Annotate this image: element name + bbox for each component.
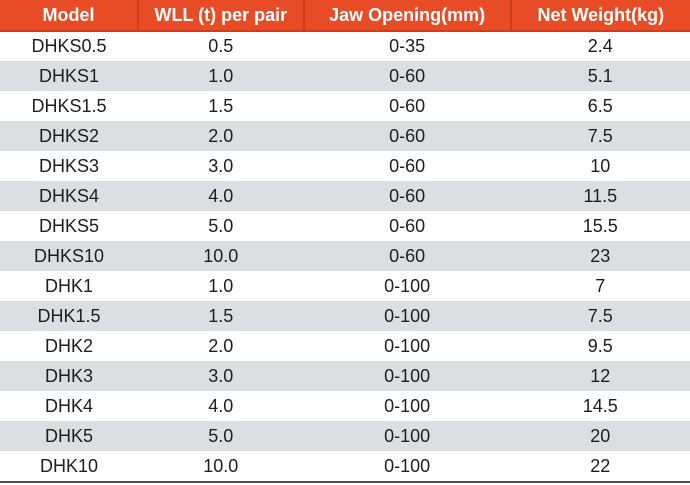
table-row: DHK5 5.0 0-100 20 <box>0 421 690 451</box>
value-cell: 0-60 <box>303 211 511 241</box>
table-row: DHKS10 10.0 0-60 23 <box>0 241 690 271</box>
value-cell: 0-60 <box>303 181 511 211</box>
header-cell: Jaw Opening(mm) <box>303 0 512 32</box>
value-cell: 0-60 <box>303 121 511 151</box>
value-cell: 10 <box>510 151 690 181</box>
value-cell: 4.0 <box>138 391 304 421</box>
value-cell: 3.0 <box>138 151 304 181</box>
value-cell: 15.5 <box>510 211 690 241</box>
value-cell: 0.5 <box>138 31 304 61</box>
value-cell: 5.0 <box>138 211 304 241</box>
table-body: DHKS0.5 0.5 0-35 2.4 DHKS1 1.0 0-60 5.1 DHKS1.5 1… <box>0 31 690 481</box>
model-cell: DHK2 <box>0 331 138 361</box>
value-cell: 5.1 <box>510 61 690 91</box>
value-cell: 2.0 <box>138 331 304 361</box>
header-cell: WLL (t) per pair <box>138 0 305 32</box>
model-cell: DHK3 <box>0 361 138 391</box>
value-cell: 3.0 <box>138 361 304 391</box>
value-cell: 23 <box>510 241 690 271</box>
model-cell: DHK10 <box>0 451 138 481</box>
table-row: DHK2 2.0 0-100 9.5 <box>0 331 690 361</box>
value-cell: 10.0 <box>138 451 304 481</box>
table-row: DHKS5 5.0 0-60 15.5 <box>0 211 690 241</box>
value-cell: 14.5 <box>510 391 690 421</box>
value-cell: 6.5 <box>510 91 690 121</box>
value-cell: 1.0 <box>138 271 304 301</box>
model-cell: DHKS1 <box>0 61 138 91</box>
value-cell: 0-100 <box>303 361 511 391</box>
value-cell: 0-60 <box>303 91 511 121</box>
table-row: DHK1.5 1.5 0-100 7.5 <box>0 301 690 331</box>
value-cell: 0-60 <box>303 61 511 91</box>
value-cell: 0-100 <box>303 391 511 421</box>
value-cell: 20 <box>510 421 690 451</box>
header-cell: Model <box>0 0 139 32</box>
value-cell: 0-60 <box>303 151 511 181</box>
value-cell: 0-100 <box>303 271 511 301</box>
model-cell: DHKS5 <box>0 211 138 241</box>
model-cell: DHKS3 <box>0 151 138 181</box>
model-cell: DHKS10 <box>0 241 138 271</box>
table-row: DHK1 1.0 0-100 7 <box>0 271 690 301</box>
value-cell: 11.5 <box>510 181 690 211</box>
value-cell: 0-100 <box>303 421 511 451</box>
model-cell: DHKS2 <box>0 121 138 151</box>
value-cell: 10.0 <box>138 241 304 271</box>
table-header: Model WLL (t) per pair Jaw Opening(mm) Net … <box>0 0 690 32</box>
header-row: Model WLL (t) per pair Jaw Opening(mm) Net … <box>0 0 690 32</box>
value-cell: 22 <box>510 451 690 481</box>
table-row: DHKS4 4.0 0-60 11.5 <box>0 181 690 211</box>
table-row: DHKS0.5 0.5 0-35 2.4 <box>0 31 690 61</box>
value-cell: 1.0 <box>138 61 304 91</box>
model-cell: DHKS1.5 <box>0 91 138 121</box>
model-cell: DHK1 <box>0 271 138 301</box>
header-cell: Net Weight(kg) <box>510 0 690 32</box>
model-cell: DHKS0.5 <box>0 31 138 61</box>
table-row: DHK4 4.0 0-100 14.5 <box>0 391 690 421</box>
model-cell: DHK4 <box>0 391 138 421</box>
value-cell: 12 <box>510 361 690 391</box>
table-row: DHKS3 3.0 0-60 10 <box>0 151 690 181</box>
value-cell: 9.5 <box>510 331 690 361</box>
value-cell: 1.5 <box>138 91 304 121</box>
value-cell: 0-100 <box>303 301 511 331</box>
table-row: DHKS2 2.0 0-60 7.5 <box>0 121 690 151</box>
value-cell: 7 <box>510 271 690 301</box>
table-row: DHKS1 1.0 0-60 5.1 <box>0 61 690 91</box>
value-cell: 0-60 <box>303 241 511 271</box>
value-cell: 2.4 <box>510 31 690 61</box>
value-cell: 0-100 <box>303 451 511 481</box>
value-cell: 1.5 <box>138 301 304 331</box>
model-cell: DHK1.5 <box>0 301 138 331</box>
model-cell: DHK5 <box>0 421 138 451</box>
table-row: DHK3 3.0 0-100 12 <box>0 361 690 391</box>
value-cell: 4.0 <box>138 181 304 211</box>
value-cell: 0-35 <box>303 31 511 61</box>
value-cell: 7.5 <box>510 121 690 151</box>
model-cell: DHKS4 <box>0 181 138 211</box>
table-row: DHK10 10.0 0-100 22 <box>0 451 690 481</box>
value-cell: 2.0 <box>138 121 304 151</box>
table-row: DHKS1.5 1.5 0-60 6.5 <box>0 91 690 121</box>
value-cell: 7.5 <box>510 301 690 331</box>
value-cell: 0-100 <box>303 331 511 361</box>
value-cell: 5.0 <box>138 421 304 451</box>
